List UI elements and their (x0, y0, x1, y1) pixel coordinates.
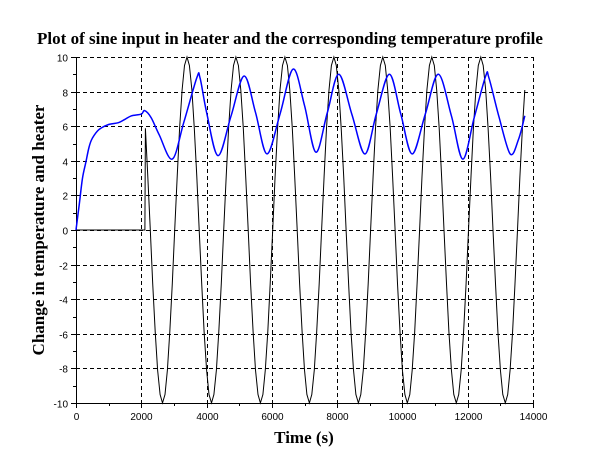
y-tick-label: 4 (62, 158, 68, 169)
y-tick-label: -10 (54, 400, 69, 411)
x-tick-label: 4000 (196, 412, 219, 423)
heater-series-line (76, 55, 526, 405)
y-tick-label: -2 (59, 262, 68, 273)
temperature-series-line (75, 68, 526, 231)
y-axis-label: Change in temperature and heater (29, 104, 48, 355)
y-tick-label: -4 (59, 296, 68, 307)
x-tick-label: 2000 (130, 412, 153, 423)
x-tick-label: 8000 (326, 412, 349, 423)
x-tick-label: 14000 (520, 412, 548, 423)
y-tick-label: 0 (62, 227, 68, 238)
axes: 0 2000 4000 6000 8000 10000 12000 14000 -10 -8 -6 -… (54, 54, 548, 424)
chart-title: Plot of sine input in heater and the cor… (37, 29, 543, 48)
y-tick-label: 10 (57, 54, 69, 65)
x-tick-label: 0 (74, 412, 80, 423)
x-tick-label: 6000 (261, 412, 284, 423)
grid (76, 57, 534, 403)
y-tick-label: 6 (62, 123, 68, 134)
y-tick-label: 8 (62, 89, 68, 100)
series-group (75, 55, 526, 405)
x-tick-label: 12000 (455, 412, 483, 423)
x-tick-label: 10000 (389, 412, 417, 423)
y-tick-label: 2 (62, 192, 68, 203)
y-tick-label: -8 (59, 365, 68, 376)
x-axis-label: Time (s) (274, 428, 334, 447)
y-tick-label: -6 (59, 331, 68, 342)
